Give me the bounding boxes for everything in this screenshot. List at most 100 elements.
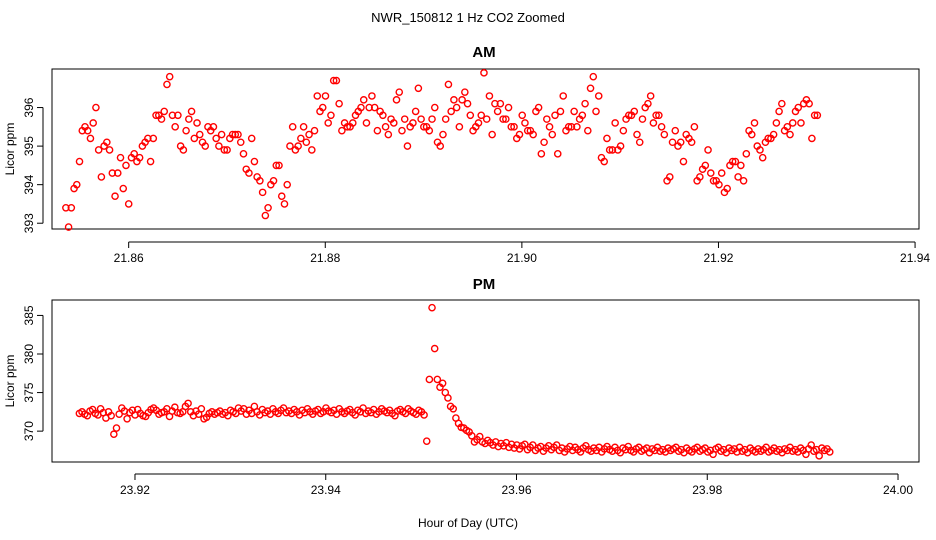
am-data-point: [381, 123, 390, 131]
pm-points: [75, 303, 834, 460]
am-data-point: [808, 134, 816, 143]
pm-data-point: [815, 452, 823, 460]
am-data-point: [165, 72, 174, 81]
am-data-point: [122, 161, 130, 170]
pm-data-point: [449, 404, 458, 413]
am-data-point: [236, 138, 245, 147]
am-data-point: [600, 157, 609, 166]
am-data-point: [113, 169, 122, 177]
am-data-point: [510, 123, 518, 131]
pm-data-point: [825, 448, 834, 456]
am-data-point: [116, 153, 125, 162]
am-data-point: [676, 138, 685, 147]
am-x-tick-label: 21.92: [703, 251, 733, 265]
am-data-point: [706, 169, 715, 177]
am-data-point: [97, 173, 106, 181]
am-data-point: [660, 130, 669, 139]
pm-data-point: [430, 344, 439, 353]
am-data-point: [288, 123, 297, 131]
am-data-point: [810, 111, 819, 120]
pm-plot-frame: [51, 299, 920, 463]
pm-data-point: [107, 411, 115, 420]
am-title: AM: [472, 44, 495, 61]
am-data-point: [411, 107, 420, 116]
am-y-tick-label: 395: [22, 136, 36, 156]
am-data-point: [690, 123, 699, 131]
am-data-point: [611, 119, 619, 127]
am-data-point: [171, 123, 179, 131]
am-data-point: [567, 123, 576, 131]
am-data-point: [540, 138, 548, 147]
am-data-point: [409, 119, 417, 127]
am-data-point: [149, 134, 158, 143]
x-axis-label: Hour of Day (UTC): [418, 516, 518, 530]
am-data-point: [338, 126, 346, 135]
am-data-point: [450, 96, 458, 104]
am-data-point: [545, 123, 554, 131]
am-data-point: [67, 203, 76, 212]
am-data-point: [64, 223, 73, 231]
am-data-point: [764, 134, 772, 143]
am-data-point: [581, 99, 589, 108]
pm-data-point: [422, 437, 431, 445]
am-data-point: [608, 146, 617, 154]
am-data-point: [474, 119, 483, 127]
am-x-axis: 21.86 21.88 21.90 21.92 21.94: [114, 241, 930, 265]
am-data-point: [805, 99, 813, 108]
am-data-point: [603, 134, 611, 143]
am-data-point: [584, 126, 592, 135]
am-x-tick-label: 21.86: [114, 251, 144, 265]
am-data-point: [649, 119, 658, 127]
am-data-point: [633, 130, 641, 139]
am-plot-frame: [51, 68, 920, 230]
am-data-point: [182, 126, 190, 135]
pm-data-point: [123, 414, 131, 423]
am-data-point: [294, 142, 302, 150]
am-data-point: [414, 84, 423, 93]
am-data-point: [297, 134, 305, 143]
am-data-point: [553, 150, 562, 158]
am-data-point: [335, 99, 343, 108]
am-data-point: [758, 153, 767, 162]
pm-y-tick-label: 375: [22, 382, 36, 402]
am-data-point: [638, 115, 647, 123]
am-data-point: [477, 111, 486, 120]
am-data-point: [436, 142, 445, 150]
am-data-point: [187, 107, 196, 116]
am-data-point: [734, 173, 742, 181]
am-data-point: [523, 126, 532, 135]
am-data-point: [646, 92, 655, 100]
am-data-point: [305, 130, 313, 139]
am-data-point: [441, 115, 450, 123]
am-data-point: [778, 99, 786, 108]
am-data-point: [83, 126, 92, 135]
am-data-point: [529, 130, 537, 139]
am-x-tick-label: 21.88: [310, 251, 340, 265]
am-data-point: [272, 161, 281, 170]
am-data-point: [212, 134, 220, 143]
am-data-point: [420, 123, 428, 131]
am-data-point: [652, 111, 660, 120]
am-data-point: [256, 177, 264, 185]
am-data-point: [327, 111, 335, 120]
am-data-point: [277, 192, 286, 201]
am-data-point: [715, 180, 723, 189]
am-data-point: [332, 76, 341, 85]
am-x-tick-label: 21.90: [507, 251, 537, 265]
am-data-point: [403, 142, 412, 150]
am-data-point: [444, 80, 453, 89]
am-data-point: [220, 146, 229, 154]
am-data-point: [321, 92, 330, 100]
am-data-point: [482, 115, 491, 123]
am-data-point: [504, 103, 513, 112]
pm-data-point: [428, 303, 436, 312]
am-data-point: [313, 92, 322, 100]
pm-x-tick-label: 23.96: [501, 483, 531, 497]
am-data-point: [592, 107, 600, 116]
am-data-point: [772, 119, 781, 127]
am-data-point: [466, 111, 475, 120]
am-data-point: [193, 119, 201, 127]
am-x-tick-label: 21.94: [900, 251, 930, 265]
am-data-point: [559, 92, 568, 100]
am-data-point: [269, 177, 278, 185]
